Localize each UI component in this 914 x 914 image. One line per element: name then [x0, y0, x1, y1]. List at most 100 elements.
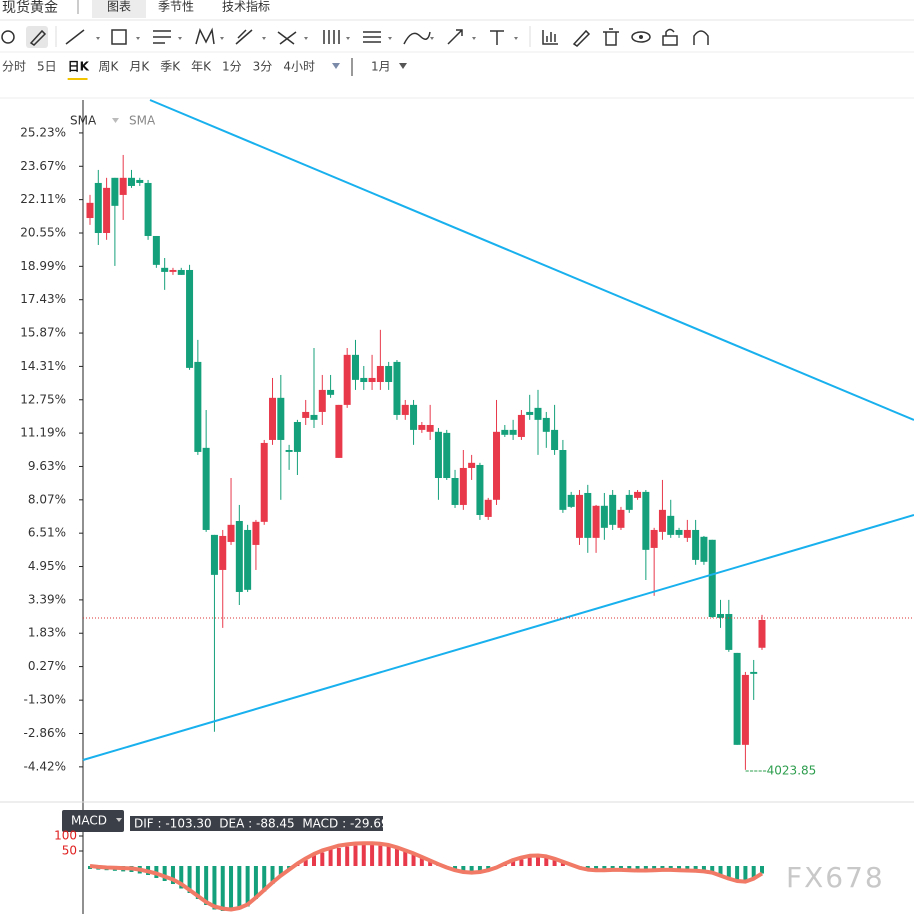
- candle-body: [567, 494, 575, 507]
- active-tab-bg: [92, 0, 146, 18]
- y-tick-label: -1.30%: [24, 693, 66, 707]
- tool-icon[interactable]: [631, 31, 651, 43]
- tool-icon[interactable]: [572, 29, 591, 47]
- candle-body: [542, 417, 550, 432]
- y-tick-label: 6.51%: [28, 526, 66, 540]
- dropdown-arrows: [96, 37, 518, 40]
- period-option[interactable]: 3分: [253, 60, 273, 74]
- candle-body: [501, 429, 509, 435]
- macd-bar: [710, 866, 715, 872]
- indicator-info: DIF : -103.30 DEA : -88.45 MACD : -29.69: [134, 817, 389, 831]
- tab[interactable]: 季节性: [158, 0, 194, 14]
- candle-body: [700, 536, 708, 562]
- range-selector[interactable]: 1月: [371, 60, 391, 74]
- candle-body: [434, 431, 442, 479]
- macd-bar: [361, 845, 366, 866]
- candle-body: [202, 447, 210, 530]
- candle-body: [459, 467, 467, 505]
- tool-icon[interactable]: [235, 29, 253, 45]
- period-option[interactable]: 1分: [222, 60, 242, 74]
- candle-body: [293, 421, 301, 452]
- macd-bar: [735, 866, 740, 881]
- dropdown-arrow[interactable]: [399, 63, 407, 69]
- indicator-box[interactable]: [62, 810, 124, 832]
- macd-bar: [411, 854, 416, 866]
- macd-bar: [187, 866, 192, 893]
- period-option[interactable]: 4小时: [283, 60, 315, 74]
- period-bar: 分时 5日 日K 周K 月K 季K 年K 1分 3分 4小时: [2, 60, 315, 80]
- tool-icon[interactable]: [403, 31, 431, 45]
- period-option[interactable]: 日K: [68, 60, 90, 74]
- tool-icon[interactable]: [363, 31, 381, 43]
- macd-bar: [270, 866, 275, 884]
- trendline: [149, 99, 914, 421]
- candle-body: [327, 389, 335, 395]
- candle-body: [169, 269, 177, 272]
- macd-bar: [320, 852, 325, 866]
- candle-body: [227, 524, 235, 542]
- tool-icon[interactable]: [277, 31, 297, 45]
- tool-icon[interactable]: [111, 29, 127, 45]
- period-option[interactable]: 月K: [129, 60, 150, 74]
- period-option[interactable]: 分时: [2, 60, 26, 74]
- candle-body: [741, 674, 749, 745]
- period-option[interactable]: 5日: [37, 60, 57, 74]
- tool-icon[interactable]: [29, 29, 47, 46]
- candle-body: [584, 492, 592, 538]
- period-option[interactable]: 季K: [160, 60, 181, 74]
- candle-body: [617, 509, 625, 528]
- y-tick-label: 50: [62, 844, 77, 858]
- tool-icon[interactable]: [153, 30, 171, 44]
- toolbar: [1, 26, 709, 48]
- y-tick-label: 17.43%: [20, 292, 66, 306]
- tool-icon[interactable]: [603, 28, 619, 46]
- candle-body: [517, 414, 525, 437]
- tool-icon[interactable]: [195, 27, 215, 45]
- y-tick-label: 3.39%: [28, 592, 66, 606]
- candle-body: [667, 515, 675, 535]
- macd-bar: [403, 851, 408, 866]
- tool-icon[interactable]: [65, 29, 85, 45]
- tool-icon[interactable]: [693, 30, 709, 45]
- y-tick-label: 4.95%: [28, 559, 66, 573]
- dropdown-arrow[interactable]: [332, 63, 340, 69]
- candle-body: [509, 429, 517, 435]
- period-option[interactable]: 年K: [191, 60, 212, 74]
- candle-body: [235, 520, 243, 592]
- candle-body: [119, 177, 127, 195]
- macd-bar: [552, 859, 557, 866]
- tool-icon[interactable]: [662, 28, 678, 46]
- candle-body: [692, 529, 700, 560]
- candle-body: [683, 529, 691, 538]
- candle-body: [368, 377, 376, 383]
- info-bg: [130, 816, 383, 831]
- candle-body: [351, 354, 359, 380]
- macd-bar: [527, 857, 532, 866]
- candle-body: [609, 494, 617, 525]
- macd-bar: [743, 866, 748, 881]
- candle-body: [625, 494, 633, 510]
- tool-icon[interactable]: [323, 30, 340, 44]
- macd-bar: [685, 866, 690, 871]
- legend-entry: SMA: [129, 114, 156, 128]
- tool-icon[interactable]: [1, 30, 15, 44]
- candle-body: [493, 431, 501, 500]
- macd-bar: [693, 866, 698, 872]
- macd-bar: [212, 866, 217, 910]
- y-tick-label: 100: [54, 829, 77, 843]
- dropdown-arrow[interactable]: [116, 818, 122, 822]
- macd-bar: [635, 866, 640, 871]
- tab[interactable]: 图表: [107, 0, 131, 14]
- y-tick-label: 22.11%: [20, 192, 66, 206]
- tool-icon[interactable]: [447, 29, 463, 45]
- tool-icon[interactable]: [542, 30, 558, 45]
- tool-icon[interactable]: [490, 30, 504, 45]
- dif-line: [89, 841, 764, 912]
- legend-arrow: [112, 118, 119, 123]
- candle-body: [725, 613, 733, 650]
- macd-bar: [328, 849, 333, 866]
- candle-body: [86, 202, 94, 219]
- tab[interactable]: 技术指标: [222, 0, 270, 14]
- period-option[interactable]: 周K: [99, 60, 120, 74]
